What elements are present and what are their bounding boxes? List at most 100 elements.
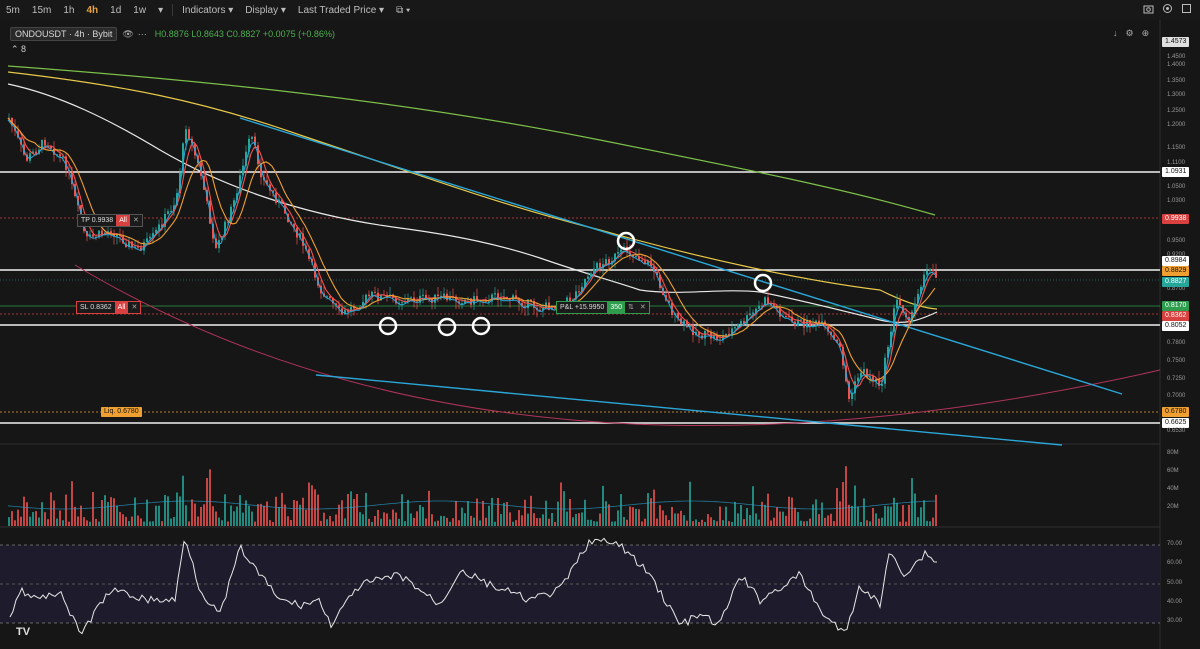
volume-bar [902,505,904,526]
position-label[interactable]: P&L +15.9950 350 ⇅ ✕ [556,301,650,314]
volume-bar [491,497,493,526]
arc-drawing[interactable] [74,264,1161,426]
volume-bar [89,521,91,526]
timeframe-5m[interactable]: 5m [6,4,20,16]
volume-bar [542,514,544,526]
volume-bar [320,520,322,526]
eye-icon[interactable]: 👁 [122,28,134,39]
volume-bar [158,505,160,526]
more-icon[interactable]: ⋯ [137,28,147,39]
trendline-upper[interactable] [239,117,1123,395]
volume-bar [11,511,13,526]
price-tick: 1.1500 [1167,145,1186,151]
volume-bar [524,499,526,526]
tp-all-button[interactable]: All [116,215,130,226]
trendline-lower[interactable] [315,374,1063,446]
settings-icon[interactable]: ⚙ [1125,28,1134,38]
price-tick: 1.2500 [1167,108,1186,114]
candle-body [395,297,397,304]
sl-order-label[interactable]: SL 0.8362 All ✕ [76,301,142,314]
price-tag-sl: 0.8362 [1162,311,1190,321]
price-tag-last: 0.8827 [1162,277,1190,287]
liquidation-label[interactable]: Liq. 0.6780 [101,407,142,417]
candle-body [851,393,853,399]
candle-body [923,274,925,287]
gear-icon[interactable] [1162,3,1173,14]
candle-body [854,381,856,394]
candle-body [590,273,592,277]
volume-bar [287,516,289,526]
candle-body [764,297,766,306]
lock-icon[interactable]: ⊕ [1141,28,1150,38]
camera-icon[interactable] [1143,3,1154,14]
reverse-icon[interactable]: ⇅ [628,304,634,311]
timeframe-1d[interactable]: 1d [110,4,122,16]
volume-bar [671,506,673,526]
tp-order-label[interactable]: TP 0.9938 All ✕ [77,214,143,227]
volume-bar [578,513,580,526]
compare-icon[interactable]: ⧉ ▾ [396,4,411,16]
price-source-button[interactable]: Last Traded Price ▾ [297,4,385,16]
price-tick: 1.0300 [1167,198,1186,204]
chevron-down-icon[interactable]: ▾ [158,4,164,16]
volume-bar [77,516,79,526]
volume-bar [695,519,697,526]
candle-body [632,254,634,257]
candle-body [803,319,805,328]
position-qty: 350 [607,302,625,313]
candle-body [59,154,61,157]
timeframe-1w[interactable]: 1w [133,4,147,16]
marker-circle[interactable] [471,316,491,336]
rsi-tick: 40.00 [1167,599,1183,605]
volume-bar [836,488,838,526]
timeframe-15m[interactable]: 15m [31,4,52,16]
symbol-legend: ONDOUSDT · 4h · Bybit 👁 ⋯ H0.8876 L0.864… [10,27,335,41]
indicators-button[interactable]: Indicators ▾ [182,4,234,16]
price-tick: 0.7000 [1167,393,1186,399]
candle-body [737,323,739,328]
volume-bar [920,507,922,526]
fullscreen-icon[interactable] [1181,3,1192,14]
volume-bar [359,512,361,526]
arrow-down-icon[interactable]: ↓ [1113,28,1118,38]
volume-tick: 40M [1167,486,1179,492]
timeframe-4h[interactable]: 4h [86,4,99,16]
timeframe-1h[interactable]: 1h [63,4,75,16]
candle-body [830,331,832,335]
candle-body [641,260,643,262]
volume-bar [815,499,817,526]
sl-label: SL 0.8362 [80,304,112,311]
volume-bar [713,520,715,526]
candle-body [767,297,769,304]
marker-circle[interactable] [378,316,398,336]
volume-bar [830,513,832,526]
volume-bar [857,506,859,526]
marker-circle[interactable] [616,231,636,251]
candle-body [281,199,283,203]
volume-bar [299,504,301,526]
close-icon[interactable]: ✕ [639,304,646,311]
candle-body [779,308,781,317]
volume-bar [668,520,670,526]
candle-body [542,307,544,311]
candle-body [614,253,616,261]
marker-circle[interactable] [753,273,773,293]
candle-body [887,347,889,358]
display-button[interactable]: Display ▾ [245,4,286,16]
indicators-collapse-toggle[interactable]: ⌃ 8 [11,44,27,54]
volume-bar [107,502,109,526]
candle-body [260,164,262,178]
marker-circle[interactable] [437,317,457,337]
sl-all-button[interactable]: All [114,302,129,313]
volume-bar [329,515,331,526]
tradingview-logo: TV [16,626,31,638]
volume-bar [437,520,439,526]
candle-body [332,297,334,304]
symbol-label[interactable]: ONDOUSDT · 4h · Bybit [10,27,118,41]
candle-body [932,269,934,272]
volume-bar [515,520,517,526]
candle-body [242,165,244,176]
close-icon[interactable]: ✕ [131,304,138,311]
close-icon[interactable]: ✕ [132,217,139,224]
